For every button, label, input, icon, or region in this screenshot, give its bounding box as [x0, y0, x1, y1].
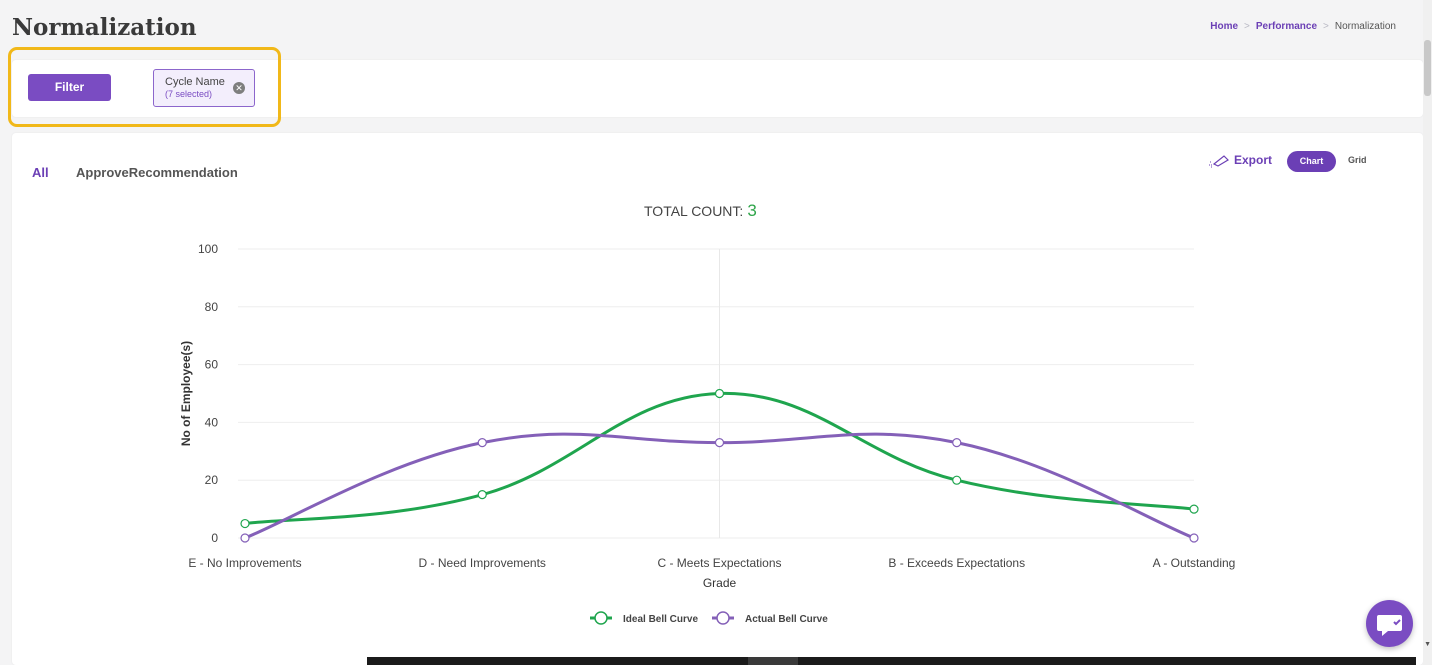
breadcrumb-home[interactable]: Home: [1210, 21, 1239, 32]
data-point[interactable]: [714, 438, 725, 448]
data-point[interactable]: [477, 490, 487, 500]
chart-card: All ApproveRecommendation Export Chart G…: [12, 133, 1423, 665]
legend-label[interactable]: Actual Bell Curve: [745, 614, 828, 625]
data-point[interactable]: [240, 518, 250, 529]
x-tick-label: A - Outstanding: [1153, 556, 1236, 570]
data-point[interactable]: [1189, 504, 1199, 514]
export-button[interactable]: Export: [1208, 152, 1272, 168]
y-tick-label: 20: [205, 473, 219, 487]
y-tick-label: 40: [205, 415, 219, 429]
vertical-scrollbar[interactable]: ▼: [1423, 0, 1432, 665]
breadcrumb-current: Normalization: [1334, 21, 1396, 32]
breadcrumb-performance[interactable]: Performance: [1255, 21, 1318, 32]
cycle-name-filter-chip[interactable]: Cycle Name (7 selected) ✕: [153, 69, 255, 107]
filter-bar: Filter Cycle Name (7 selected) ✕: [12, 60, 1423, 117]
filter-button[interactable]: Filter: [28, 74, 111, 101]
total-count-value: 3: [747, 201, 757, 220]
data-point[interactable]: [477, 438, 487, 448]
export-label: Export: [1234, 153, 1273, 167]
breadcrumb-separator-icon: >: [1323, 21, 1329, 32]
scroll-down-icon[interactable]: ▼: [1424, 641, 1431, 648]
page-title: Normalization: [12, 14, 197, 41]
legend-label[interactable]: Ideal Bell Curve: [623, 614, 698, 625]
scrollbar-thumb[interactable]: [1424, 40, 1431, 96]
chart-view-toggle[interactable]: Chart: [1287, 151, 1336, 172]
total-count: TOTAL COUNT: 3: [644, 201, 757, 221]
tab-all[interactable]: All: [32, 165, 49, 180]
y-tick-label: 60: [205, 358, 219, 372]
close-circle-icon[interactable]: ✕: [233, 82, 245, 94]
data-point[interactable]: [1189, 533, 1199, 543]
data-point[interactable]: [952, 438, 962, 448]
taskbar-item[interactable]: [748, 657, 798, 665]
os-taskbar: [367, 657, 1416, 665]
data-point[interactable]: [952, 475, 962, 485]
chat-button[interactable]: [1366, 600, 1413, 647]
y-tick-label: 100: [198, 242, 218, 256]
x-axis-label: Grade: [703, 576, 737, 590]
grid-view-toggle[interactable]: Grid: [1348, 155, 1367, 165]
chat-icon: [1377, 615, 1402, 636]
x-tick-label: C - Meets Expectations: [657, 556, 781, 570]
y-tick-label: 80: [205, 300, 219, 314]
data-point[interactable]: [714, 388, 725, 399]
tab-approve-recommendation[interactable]: ApproveRecommendation: [76, 165, 238, 180]
y-tick-label: 0: [211, 531, 218, 545]
breadcrumb-separator-icon: >: [1244, 21, 1250, 32]
legend-marker: [594, 611, 608, 625]
export-icon: [1209, 155, 1229, 168]
x-tick-label: D - Need Improvements: [419, 556, 546, 570]
y-axis-label: No of Employee(s): [179, 341, 193, 446]
chip-title: Cycle Name: [165, 76, 225, 88]
breadcrumb: Home > Performance > Normalization: [1210, 21, 1396, 32]
x-tick-label: B - Exceeds Expectations: [888, 556, 1025, 570]
x-tick-label: E - No Improvements: [188, 556, 301, 570]
chip-selected-count: (7 selected): [165, 89, 213, 99]
data-point[interactable]: [240, 533, 250, 543]
total-count-label: TOTAL COUNT:: [644, 203, 744, 219]
legend-marker: [716, 611, 730, 625]
